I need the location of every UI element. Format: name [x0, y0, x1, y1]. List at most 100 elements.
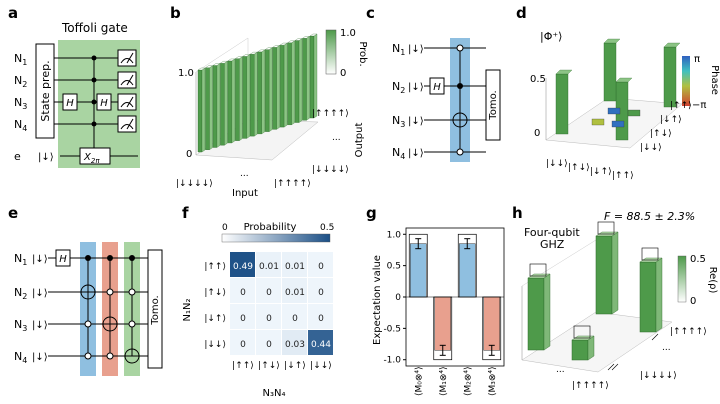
probability-bar-top [302, 36, 311, 39]
probability-bar-top [257, 49, 266, 53]
panel-a-circuit: a Toffoli gate State prep. N1 N2 N3 N4 e |↓⟩ H… [8, 4, 140, 168]
probability-bar-top [264, 47, 273, 50]
ghz-bar [527, 277, 545, 351]
panel-c-circuit: c N1 |↓⟩N2 |↓⟩N3 |↓⟩N4 |↓⟩H Tomo. [366, 4, 501, 162]
g-bar [434, 296, 451, 351]
panel-e-circuit: e N1 |↓⟩ N2 |↓⟩ N3 |↓⟩ N4 |↓⟩ H Tomo. [8, 204, 163, 376]
probability-bar [235, 58, 240, 141]
heatmap-value: 0.44 [311, 340, 331, 350]
d-x-label: |↑↑⟩ [612, 171, 634, 181]
input-first-label: |↓↓↓↓⟩ [176, 179, 213, 189]
axis-break [611, 363, 619, 371]
tomo-box [485, 69, 501, 141]
g-tick-label: 1.0 [387, 230, 402, 240]
phase-legend-top: π [694, 54, 700, 65]
qubit-label-3: N3 [14, 96, 27, 111]
e-open-control [106, 288, 114, 296]
g-ideal-outline [482, 296, 502, 361]
phase-legend-title: Phase [709, 65, 720, 95]
c-qubit-label-2: N2 [392, 80, 405, 95]
hadamard-label: H [66, 98, 74, 109]
panel-d-letter: d [516, 4, 527, 22]
e-qubit-label-3: N3 [14, 318, 27, 333]
meter-needle [126, 118, 134, 130]
heatmap-cell [308, 278, 333, 303]
panel-a-letter: a [8, 4, 18, 22]
probability-bar-top [204, 65, 213, 68]
re-legend-bottom: 0 [690, 296, 696, 307]
probability-bar-side [269, 47, 273, 132]
e-open-control [128, 288, 136, 296]
probability-bar-top [219, 61, 228, 64]
e-qubit-label-1: N1 [14, 252, 27, 267]
g-tick-label: 0 [395, 293, 401, 303]
heatmap-row-label: |↑↓⟩ [204, 288, 226, 298]
ghz-ideal-outline [573, 325, 591, 339]
heatmap-cell [308, 252, 333, 277]
qubit-label-5: e [14, 150, 21, 163]
ghz-bar-side [611, 231, 619, 315]
probability-bar-side [224, 60, 228, 146]
panel-h-letter: h [512, 204, 523, 222]
meter-arc [120, 102, 134, 108]
ghz-bar [639, 261, 657, 333]
probability-bar-top [212, 63, 221, 66]
re-colorbar [677, 255, 687, 303]
prob-colorbar [325, 29, 337, 75]
phase-legend-bottom: −π [692, 100, 706, 111]
e-tomo-label: Tomo. [150, 295, 161, 325]
heatmap-scale-min: 0 [222, 223, 228, 233]
probability-bar [257, 51, 262, 135]
meter-arc [120, 124, 134, 130]
output-axis-title: Output [354, 123, 365, 158]
phase-bar-small [591, 118, 605, 126]
g-x-label: ⟨M₀⊗⁴⟩ [414, 366, 424, 396]
c-input-state: |↓⟩ [408, 44, 424, 55]
panel-f-letter: f [182, 204, 189, 222]
phase-bar-top [615, 77, 633, 83]
ghz-ideal-outline [597, 221, 615, 235]
ghz-bar [595, 235, 613, 315]
probability-bar-side [246, 54, 250, 139]
probability-bar-side [254, 51, 258, 137]
c-input-state: |↓⟩ [408, 116, 424, 127]
probability-bar-top [197, 67, 206, 71]
d-x-labels: |↓↓⟩ |↑↓⟩ |↓↑⟩ |↑↑⟩ [546, 159, 634, 181]
panel-a-wires: N1 N2 N3 N4 e |↓⟩ H H X2π [14, 49, 138, 165]
probability-bar-side [239, 56, 243, 141]
heatmap-row-label: |↓↓⟩ [204, 340, 226, 350]
axis-break [651, 333, 659, 341]
meter-needle [126, 52, 134, 64]
heatmap-title: Probability [244, 222, 297, 233]
phase-bar-top [555, 69, 573, 75]
heatmap-cell [230, 278, 255, 303]
d-y-label: |↓↓⟩ [640, 143, 662, 153]
heatmap-value: 0 [292, 314, 298, 324]
heatmap-cell [230, 304, 255, 329]
ghz-bar-side [655, 257, 663, 333]
e-qubit-label-2: N2 [14, 286, 27, 301]
e-input-state: |↓⟩ [32, 352, 48, 363]
heatmap-value: 0.49 [233, 262, 253, 272]
g-tick-label: -1.0 [383, 356, 401, 366]
hadamard-gate [96, 93, 112, 111]
col-axis-label: N₃N₄ [263, 388, 286, 399]
phase-bar-small [611, 120, 625, 128]
probability-bar [287, 42, 292, 126]
hadamard-gate [62, 93, 78, 111]
control-dot [91, 99, 97, 105]
heatmap-value: 0.01 [285, 288, 305, 298]
meter-arc [120, 58, 134, 64]
probability-bar-side [201, 67, 206, 153]
panel-h-3d-bars: h Four-qubit GHZ F = 88.5 ± 2.3% 0.5 0 R… [512, 204, 718, 391]
probability-bar [205, 67, 210, 150]
probability-bar-side [216, 63, 221, 148]
c-hadamard-gate [429, 77, 445, 95]
g-bar [483, 296, 500, 351]
probability-bar [250, 53, 255, 137]
e-filled-control [85, 255, 91, 261]
probability-bar-top [272, 45, 281, 48]
probability-bar [242, 56, 248, 139]
probability-bar [197, 69, 203, 153]
d-x-label: |↓↓⟩ [546, 159, 568, 169]
